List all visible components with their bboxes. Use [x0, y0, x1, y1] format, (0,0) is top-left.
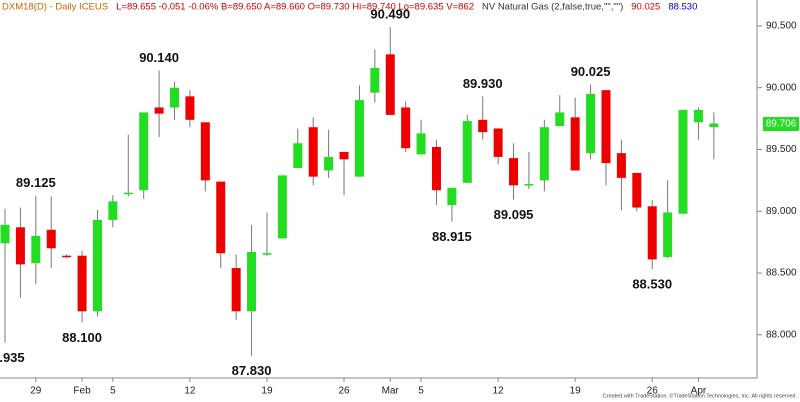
- candle-body: [200, 122, 210, 181]
- candle-body: [231, 268, 241, 312]
- x-tick-label: 12: [184, 386, 196, 397]
- candle-body: [247, 252, 257, 312]
- x-tick-label: Mar: [382, 386, 400, 397]
- candle-body: [277, 175, 287, 239]
- x-tick-label: 26: [647, 386, 659, 397]
- price-annotation: .935: [0, 350, 25, 365]
- candle-body: [416, 133, 426, 155]
- candle-body: [77, 255, 87, 312]
- price-annotation: 88.530: [632, 277, 672, 292]
- candle-body: [92, 219, 102, 312]
- header-text: L=89.655 -0.051 -0.06% B=89.650 A=89.660…: [116, 2, 474, 13]
- candle-body: [570, 117, 580, 171]
- price-annotation: 89.930: [463, 76, 503, 91]
- candle-body: [524, 184, 534, 186]
- candle-body: [693, 109, 703, 123]
- header-text: 90.025: [631, 2, 660, 13]
- candle-body: [385, 54, 395, 115]
- price-annotation: 89.125: [16, 175, 56, 190]
- x-tick-label: Feb: [73, 386, 91, 397]
- candle-body: [31, 235, 41, 264]
- header-text: 88.530: [668, 2, 697, 13]
- price-annotation: 90.490: [370, 7, 410, 22]
- candle-body: [601, 90, 611, 164]
- x-tick-label: 29: [30, 386, 42, 397]
- candle-body: [216, 181, 226, 254]
- candle-body: [431, 147, 441, 191]
- candle-body: [462, 121, 472, 183]
- candle-body: [632, 172, 642, 208]
- candle-body: [123, 192, 133, 195]
- x-tick-label: Apr: [691, 386, 707, 397]
- x-tick-label: 19: [261, 386, 273, 397]
- candle-body: [493, 128, 503, 157]
- price-annotation: 88.100: [62, 330, 102, 345]
- last-price-label: 89.706: [766, 119, 797, 130]
- footer: Created with TradeStation. ©TradeStation…: [603, 392, 798, 399]
- candle-body: [354, 100, 364, 177]
- candle-body: [339, 151, 349, 160]
- candle-body: [678, 109, 688, 214]
- candle-body: [185, 96, 195, 120]
- candle-body: [46, 229, 56, 249]
- candle-body: [324, 156, 334, 171]
- candle-body: [15, 227, 25, 265]
- y-tick-label: 89.000: [766, 206, 797, 217]
- candle-body: [447, 187, 457, 206]
- candle-body: [478, 119, 488, 133]
- x-tick-label: 5: [418, 386, 424, 397]
- candle-body: [663, 212, 673, 257]
- price-annotation: 90.140: [139, 50, 179, 65]
- candle-body: [62, 255, 72, 258]
- x-tick-label: 5: [110, 386, 116, 397]
- candle-body: [586, 93, 596, 154]
- y-tick-label: 89.500: [766, 144, 797, 155]
- y-tick-label: 88.500: [766, 268, 797, 279]
- price-annotation: 89.095: [494, 207, 534, 222]
- candle-body: [108, 201, 118, 220]
- x-tick-label: 26: [338, 386, 350, 397]
- candle-body: [262, 253, 272, 255]
- y-tick-label: 90.500: [766, 21, 797, 32]
- last-price-tag: [763, 117, 799, 132]
- candle-body: [154, 107, 164, 114]
- candle-body: [0, 224, 10, 244]
- candle-body: [139, 112, 149, 191]
- header-text: DXM18(D) - Daily ICEUS: [2, 2, 108, 13]
- price-annotation: 88.915: [432, 229, 472, 244]
- x-tick-label: 19: [570, 386, 582, 397]
- price-annotation: 87.830: [232, 363, 272, 378]
- candle-body: [308, 127, 318, 177]
- candle-body: [170, 87, 180, 108]
- candle-body: [647, 206, 657, 260]
- candle-body: [401, 107, 411, 149]
- x-tick-label: 12: [493, 386, 505, 397]
- y-tick-label: 88.000: [766, 329, 797, 340]
- header-text: NV Natural Gas (2,false,true,"",""): [482, 2, 623, 13]
- candle-body: [709, 123, 719, 128]
- price-annotation: 90.025: [571, 64, 611, 79]
- candle-body: [509, 158, 519, 186]
- candle-body: [616, 153, 626, 178]
- candle-body: [370, 67, 380, 93]
- candle-body: [539, 127, 549, 181]
- candle-body: [293, 143, 303, 168]
- y-tick-label: 90.000: [766, 82, 797, 93]
- candle-body: [555, 112, 565, 126]
